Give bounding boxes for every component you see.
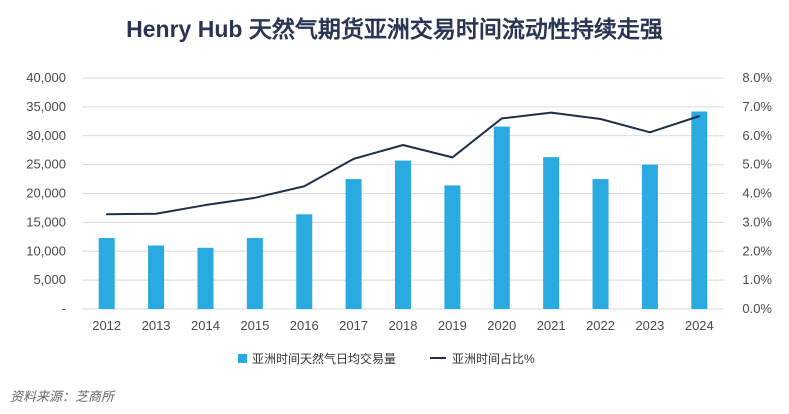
right-tick-label: 3.0% xyxy=(742,214,772,229)
right-tick-label: 2.0% xyxy=(742,243,772,258)
bar-2020 xyxy=(493,126,510,309)
legend-label-share: 亚洲时间占比% xyxy=(452,351,535,366)
left-tick-label: 10,000 xyxy=(26,243,66,258)
line-point-2012 xyxy=(105,213,108,216)
left-tick-label: 15,000 xyxy=(26,214,66,229)
share-line xyxy=(105,111,701,216)
bar-2015 xyxy=(246,237,263,309)
left-tick-label: 25,000 xyxy=(26,157,66,172)
bar-2016 xyxy=(296,214,313,309)
right-tick-label: 4.0% xyxy=(742,186,772,201)
x-tick-label: 2019 xyxy=(438,318,467,333)
left-tick-label: 20,000 xyxy=(26,186,66,201)
bar-2017 xyxy=(345,179,362,309)
line-point-2017 xyxy=(352,158,355,160)
right-tick-label: 5.0% xyxy=(742,157,772,172)
x-tick-label: 2022 xyxy=(586,318,615,333)
right-tick-label: 1.0% xyxy=(742,272,772,287)
bar-2018 xyxy=(395,160,411,309)
legend-swatch-volume xyxy=(238,354,247,363)
line-point-2013 xyxy=(155,212,157,215)
right-axis-ticks: 0.0% 1.0% 2.0% 3.0% 4.0% 5.0% 6.0% 7.0% 8.0% xyxy=(742,70,772,316)
bar-2022 xyxy=(592,179,609,309)
right-tick-label: 0.0% xyxy=(742,301,772,316)
left-axis-ticks: - 5,000 10,000 15,000 20,000 25,000 30,000 35,0… xyxy=(26,70,66,316)
bar-2012 xyxy=(98,237,115,309)
x-tick-label: 2014 xyxy=(191,318,220,333)
x-tick-label: 2021 xyxy=(537,318,566,333)
line-point-2024 xyxy=(698,115,701,117)
bar-2023 xyxy=(641,164,658,309)
line-point-2023 xyxy=(649,131,651,134)
bar-2019 xyxy=(444,185,461,309)
x-axis-ticks: 2012 2013 2014 2015 2016 2017 2018 2019 2020 2021… xyxy=(92,318,714,333)
left-tick-label: 5,000 xyxy=(33,272,66,287)
bar-2013 xyxy=(148,245,165,309)
right-tick-label: 8.0% xyxy=(742,70,772,85)
legend: 亚洲时间天然气日均交易量 亚洲时间占比% xyxy=(238,351,535,366)
x-tick-label: 2020 xyxy=(487,318,516,333)
x-tick-label: 2016 xyxy=(290,318,319,333)
source-note: 资料来源：芝商所 xyxy=(10,390,115,405)
line-point-2014 xyxy=(204,204,207,206)
right-tick-label: 6.0% xyxy=(742,128,772,143)
x-tick-label: 2012 xyxy=(92,318,121,333)
bar-2014 xyxy=(197,247,214,309)
line-point-2022 xyxy=(599,118,602,120)
x-tick-label: 2013 xyxy=(142,318,171,333)
bar-2024 xyxy=(691,111,708,310)
left-tick-label: 30,000 xyxy=(26,128,66,143)
line-point-2015 xyxy=(254,197,256,199)
volume-bars xyxy=(98,111,708,310)
x-tick-label: 2024 xyxy=(685,318,714,333)
line-point-2016 xyxy=(303,185,306,188)
bar-2021 xyxy=(543,157,560,309)
line-point-2019 xyxy=(451,156,454,159)
left-tick-label: - xyxy=(62,301,66,316)
left-tick-label: 40,000 xyxy=(26,70,66,85)
line-point-2021 xyxy=(550,111,552,114)
x-tick-label: 2023 xyxy=(635,318,664,333)
right-tick-label: 7.0% xyxy=(742,99,772,114)
chart-title: Henry Hub 天然气期货亚洲交易时间流动性持续走强 xyxy=(126,16,663,42)
left-tick-label: 35,000 xyxy=(26,99,66,114)
line-point-2020 xyxy=(500,117,503,120)
legend-label-volume: 亚洲时间天然气日均交易量 xyxy=(252,351,396,366)
line-point-2018 xyxy=(402,144,404,146)
x-tick-label: 2018 xyxy=(389,318,418,333)
x-tick-label: 2015 xyxy=(240,318,269,333)
x-tick-label: 2017 xyxy=(339,318,368,333)
